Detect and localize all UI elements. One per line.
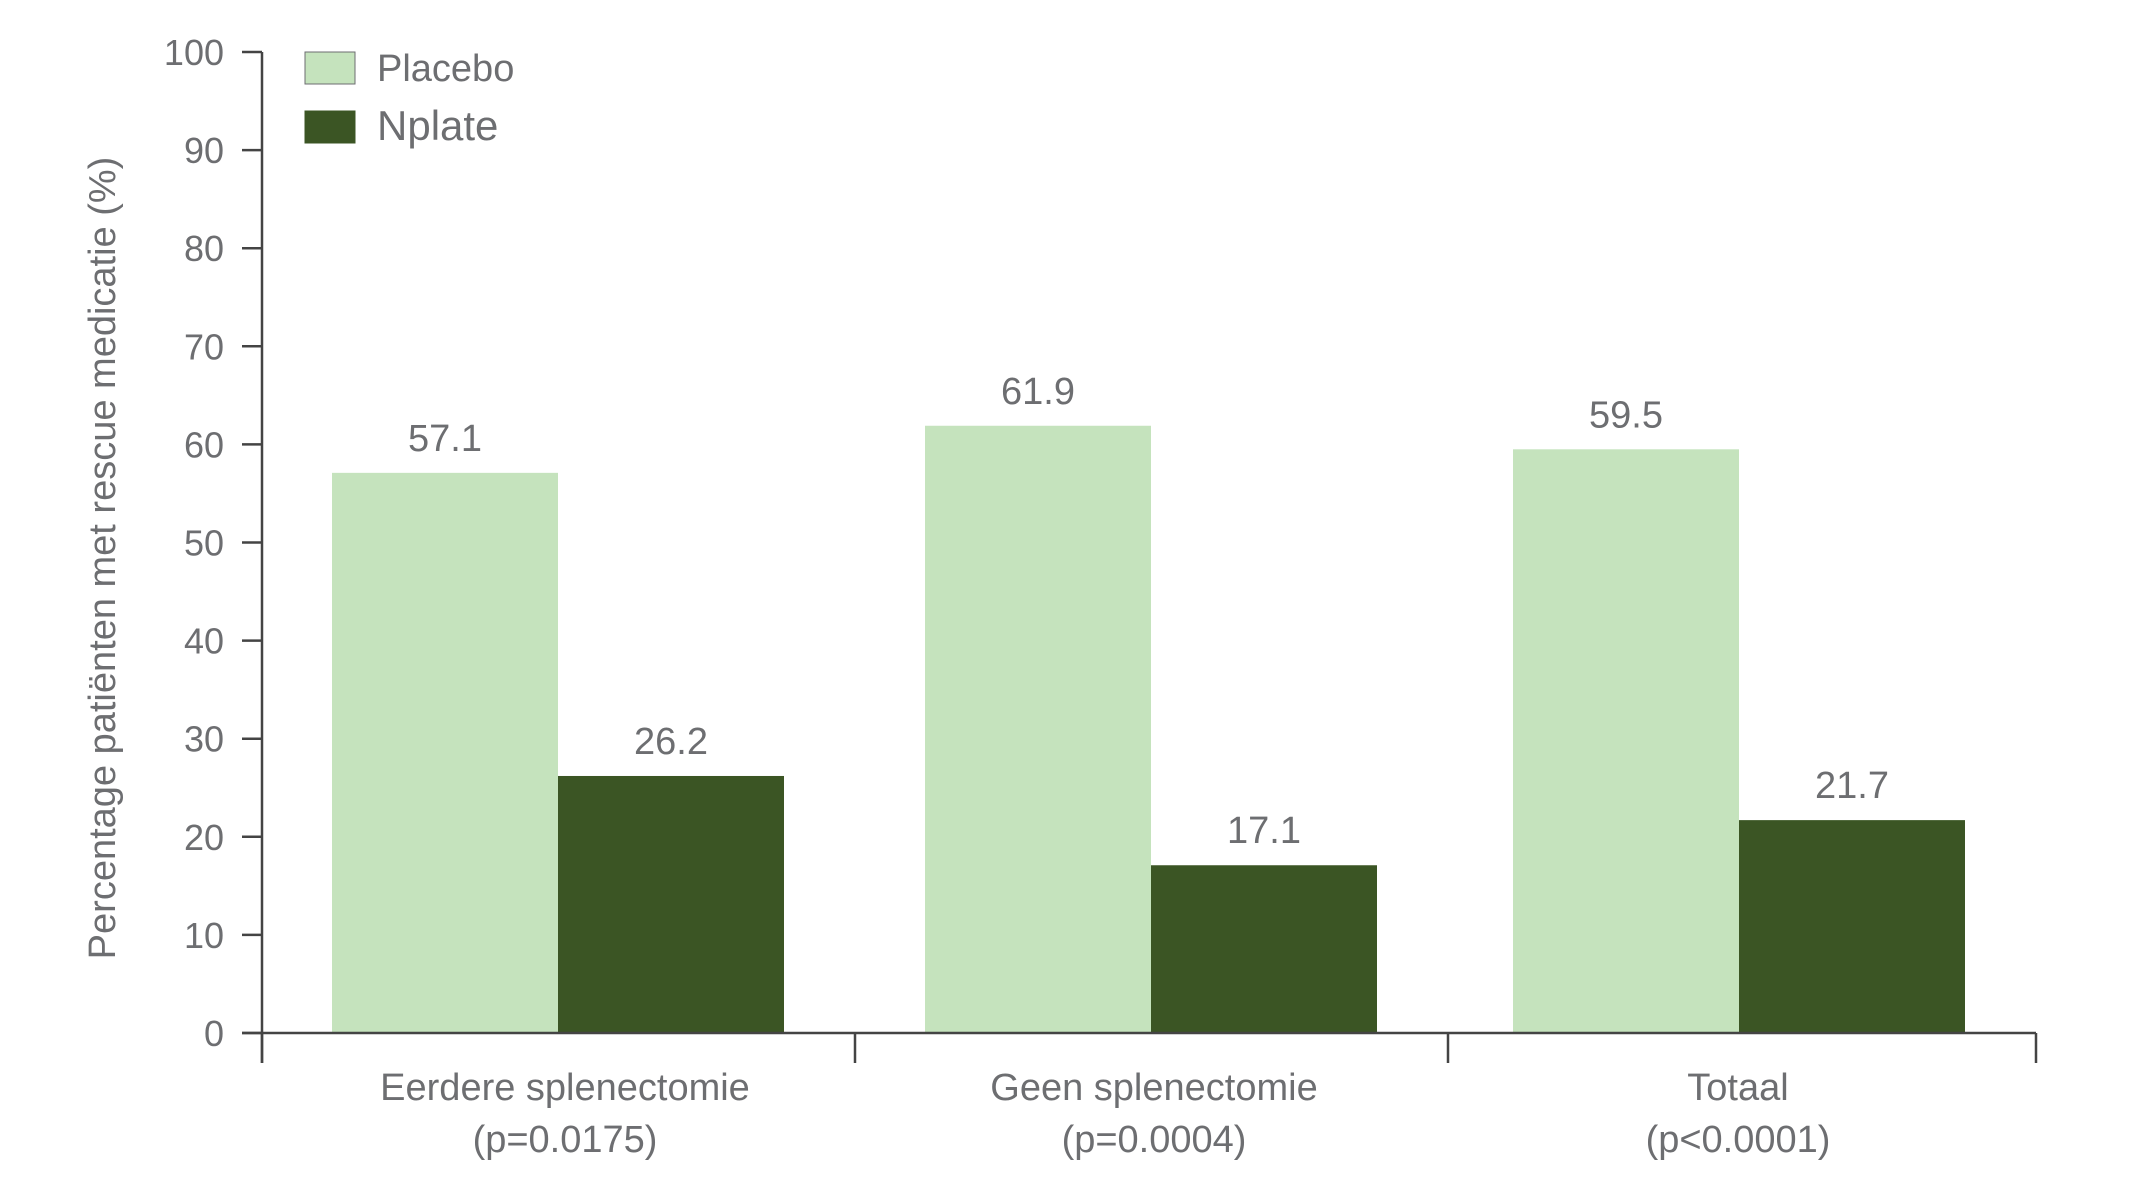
y-tick-label: 60 (184, 424, 224, 465)
bars (332, 425, 1965, 1033)
y-axis-label-group: Percentage patiënten met rescue medicati… (82, 157, 124, 960)
bar-value-label: 57.1 (408, 418, 482, 460)
bar-value-label: 21.7 (1815, 765, 1889, 807)
bar-value-label: 17.1 (1227, 810, 1301, 852)
legend-swatch-placebo (304, 51, 356, 85)
y-tick-label: 30 (184, 719, 224, 760)
bar-value-label: 26.2 (634, 721, 708, 763)
bar-placebo-2 (1513, 449, 1739, 1033)
bar-placebo-1 (925, 425, 1151, 1033)
x-category-label: Geen splenectomie (990, 1067, 1317, 1109)
axes (242, 52, 2038, 1063)
x-category-pvalue: (p=0.0004) (1062, 1119, 1247, 1161)
x-category-label: Eerdere splenectomie (380, 1067, 750, 1109)
x-axis-category-labels: Eerdere splenectomie (p=0.0175) Geen splen… (380, 1067, 1830, 1161)
y-axis-ticks: 0 10 20 30 40 50 60 70 80 90 100 (164, 32, 262, 1054)
y-tick-label: 40 (184, 621, 224, 662)
bar-value-labels: 57.1 61.9 59.5 26.2 17.1 21.7 (408, 371, 1889, 852)
bar-nplate-2 (1739, 820, 1965, 1033)
legend-label-placebo: Placebo (377, 48, 514, 90)
x-category-pvalue: (p<0.0001) (1646, 1119, 1831, 1161)
x-category-label: Totaal (1687, 1067, 1788, 1109)
y-tick-label: 100 (164, 32, 224, 73)
bar-value-label: 59.5 (1589, 394, 1663, 436)
bar-nplate-1 (1151, 865, 1377, 1033)
y-tick-label: 20 (184, 817, 224, 858)
bar-value-label: 61.9 (1001, 371, 1075, 413)
legend: Placebo Nplate (304, 48, 514, 149)
y-tick-label: 90 (184, 130, 224, 171)
x-category-pvalue: (p=0.0175) (473, 1119, 658, 1161)
y-tick-label: 0 (204, 1013, 224, 1054)
legend-swatch-nplate (304, 110, 356, 144)
y-tick-label: 80 (184, 228, 224, 269)
bar-placebo-0 (332, 472, 558, 1033)
y-axis-label: Percentage patiënten met rescue medicati… (82, 157, 124, 960)
y-tick-label: 70 (184, 326, 224, 367)
legend-label-nplate: Nplate (377, 102, 498, 149)
y-tick-label: 10 (184, 915, 224, 956)
bar-nplate-0 (558, 775, 784, 1033)
y-tick-label: 50 (184, 523, 224, 564)
